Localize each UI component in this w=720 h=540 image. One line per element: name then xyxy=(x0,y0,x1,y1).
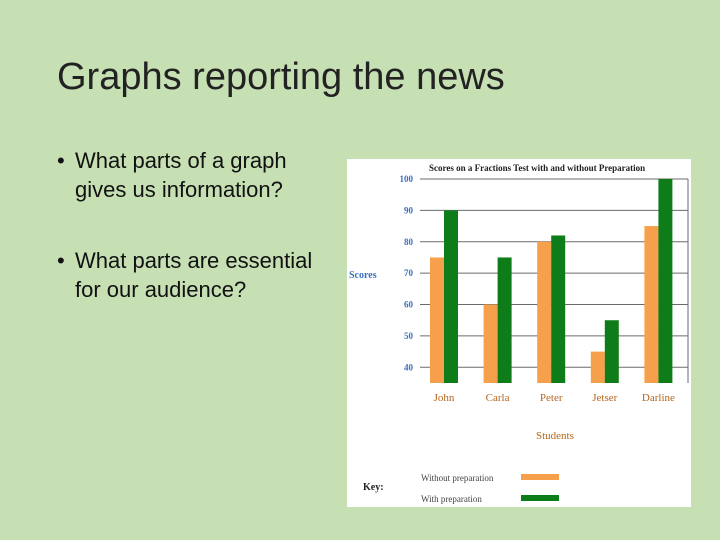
bar xyxy=(644,226,659,383)
bar xyxy=(497,257,512,383)
bar xyxy=(537,241,552,383)
bullet-item: • What parts of a graph gives us informa… xyxy=(57,146,342,204)
y-tick-label: 40 xyxy=(404,362,414,372)
chart-title: Scores on a Fractions Test with and with… xyxy=(429,163,645,173)
legend-label: With preparation xyxy=(421,494,482,504)
bar xyxy=(590,351,605,383)
bars xyxy=(430,179,673,383)
bar xyxy=(430,257,444,383)
legend-key-label: Key: xyxy=(363,482,384,493)
y-axis-label: Scores xyxy=(349,270,377,281)
legend-label: Without preparation xyxy=(421,473,494,483)
legend-swatch xyxy=(521,474,559,480)
bullet-dot-icon: • xyxy=(57,148,65,173)
x-tick-label: Darline xyxy=(642,392,675,404)
bullet-item: • What parts are essential for our audie… xyxy=(57,246,342,304)
y-tick-label: 100 xyxy=(400,174,414,184)
x-tick-label: Carla xyxy=(486,392,510,404)
y-tick-label: 70 xyxy=(404,268,414,278)
x-tick-label: John xyxy=(434,392,455,404)
x-tick-label: Jetser xyxy=(592,392,617,404)
bar xyxy=(604,320,619,383)
bullet-text: What parts of a graph gives us informati… xyxy=(75,148,287,202)
y-tick-label: 50 xyxy=(404,331,414,341)
legend-swatch xyxy=(521,495,559,501)
x-tick-labels: John Carla Peter Jetser Darline xyxy=(434,392,675,404)
bar xyxy=(658,179,673,383)
legend: Without preparation With preparation xyxy=(421,473,559,504)
y-tick-label: 80 xyxy=(404,237,414,247)
y-tick-label: 60 xyxy=(404,300,414,310)
bar-chart-panel: Scores on a Fractions Test with and with… xyxy=(347,159,691,507)
bullet-text: What parts are essential for our audienc… xyxy=(75,248,313,302)
x-tick-label: Peter xyxy=(540,392,563,404)
bar xyxy=(444,210,458,383)
slide-title: Graphs reporting the news xyxy=(57,56,505,98)
bar-chart: Scores on a Fractions Test with and with… xyxy=(349,163,689,504)
x-axis-label: Students xyxy=(536,430,574,442)
bar xyxy=(483,304,498,383)
bullet-list: • What parts of a graph gives us informa… xyxy=(57,146,342,346)
y-tick-labels: 40 50 60 70 80 90 100 xyxy=(400,174,414,372)
bar xyxy=(551,235,566,383)
y-tick-label: 90 xyxy=(404,205,414,215)
bullet-dot-icon: • xyxy=(57,248,65,273)
